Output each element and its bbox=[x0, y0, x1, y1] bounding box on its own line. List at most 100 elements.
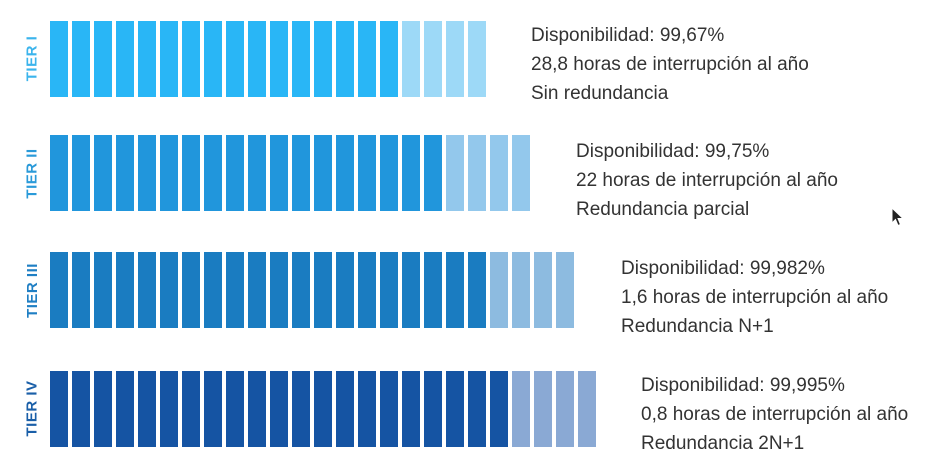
tier-info-3: Disponibilidad: 99,982% 1,6 horas de int… bbox=[621, 254, 888, 341]
bar-segment-filled bbox=[292, 21, 310, 97]
bar-segment-filled bbox=[50, 135, 68, 211]
downtime-text: 22 horas de interrupción al año bbox=[576, 170, 838, 191]
bar-segment-empty bbox=[534, 252, 552, 328]
bar-segment-filled bbox=[116, 135, 134, 211]
bar-segment-filled bbox=[424, 371, 442, 447]
bar-segment-filled bbox=[248, 21, 266, 97]
bar-segment-empty bbox=[424, 21, 442, 97]
bar-segment-filled bbox=[50, 252, 68, 328]
bar-segment-filled bbox=[402, 135, 420, 211]
bar-segment-filled bbox=[72, 252, 90, 328]
availability-text: Disponibilidad: 99,995% bbox=[641, 375, 845, 396]
tier-label-3: TIER III bbox=[20, 250, 44, 330]
bar-segment-filled bbox=[160, 21, 178, 97]
bar-segment-filled bbox=[94, 135, 112, 211]
bar-segment-filled bbox=[270, 252, 288, 328]
bar-segment-filled bbox=[94, 371, 112, 447]
tier-label-4: TIER IV bbox=[20, 368, 44, 448]
bar-segment-filled bbox=[358, 135, 376, 211]
bar-segment-filled bbox=[380, 21, 398, 97]
bar-segment-filled bbox=[160, 252, 178, 328]
bar-segment-filled bbox=[248, 252, 266, 328]
tier-info-4: Disponibilidad: 99,995% 0,8 horas de int… bbox=[641, 371, 908, 458]
bar-segment-filled bbox=[270, 371, 288, 447]
bar-segment-filled bbox=[446, 371, 464, 447]
tier-row-3: TIER III Disponibilidad: 99,982% 1,6 hor… bbox=[0, 250, 948, 337]
bar-segment-empty bbox=[556, 252, 574, 328]
bar-segment-filled bbox=[446, 252, 464, 328]
tier-label-text: TIER IV bbox=[23, 379, 41, 437]
redundancy-text: Sin redundancia bbox=[531, 83, 669, 104]
bar-segment-filled bbox=[226, 21, 244, 97]
bar-segment-filled bbox=[182, 21, 200, 97]
bar-segment-filled bbox=[292, 252, 310, 328]
bar-segment-filled bbox=[248, 135, 266, 211]
bar-segment-filled bbox=[336, 21, 354, 97]
bar-segment-filled bbox=[380, 252, 398, 328]
bar-segment-filled bbox=[358, 252, 376, 328]
tier-row-4: TIER IV Disponibilidad: 99,995% 0,8 hora… bbox=[0, 368, 948, 454]
bar-segment-filled bbox=[402, 252, 420, 328]
tier-label-text: TIER II bbox=[23, 147, 41, 199]
bar-segment-filled bbox=[116, 252, 134, 328]
tier-info-1: Disponibilidad: 99,67% 28,8 horas de int… bbox=[531, 21, 809, 108]
tier-info-2: Disponibilidad: 99,75% 22 horas de inter… bbox=[576, 137, 838, 224]
bar-segment-filled bbox=[358, 21, 376, 97]
bar-segment-filled bbox=[226, 252, 244, 328]
redundancy-text: Redundancia 2N+1 bbox=[641, 433, 805, 454]
bar-segment-filled bbox=[116, 371, 134, 447]
bar-segment-filled bbox=[72, 135, 90, 211]
bar-segment-filled bbox=[182, 135, 200, 211]
tier-bar-1 bbox=[50, 21, 486, 97]
bar-segment-filled bbox=[270, 135, 288, 211]
bar-segment-filled bbox=[182, 252, 200, 328]
bar-segment-empty bbox=[512, 135, 530, 211]
bar-segment-filled bbox=[94, 252, 112, 328]
bar-segment-empty bbox=[490, 252, 508, 328]
bar-segment-filled bbox=[204, 252, 222, 328]
tier-bar-3 bbox=[50, 252, 574, 328]
bar-segment-filled bbox=[204, 21, 222, 97]
bar-segment-empty bbox=[468, 135, 486, 211]
bar-segment-empty bbox=[512, 252, 530, 328]
bar-segment-filled bbox=[138, 21, 156, 97]
bar-segment-empty bbox=[446, 21, 464, 97]
bar-segment-filled bbox=[72, 21, 90, 97]
bar-segment-filled bbox=[72, 371, 90, 447]
bar-segment-filled bbox=[314, 135, 332, 211]
bar-segment-filled bbox=[358, 371, 376, 447]
tier-row-2: TIER II Disponibilidad: 99,75% 22 horas … bbox=[0, 133, 948, 220]
tier-label-2: TIER II bbox=[20, 133, 44, 213]
bar-segment-filled bbox=[490, 371, 508, 447]
bar-segment-empty bbox=[446, 135, 464, 211]
tier-bar-2 bbox=[50, 135, 530, 211]
bar-segment-filled bbox=[380, 135, 398, 211]
bar-segment-filled bbox=[336, 371, 354, 447]
bar-segment-filled bbox=[336, 135, 354, 211]
bar-segment-filled bbox=[314, 21, 332, 97]
redundancy-text: Redundancia N+1 bbox=[621, 316, 774, 337]
bar-segment-filled bbox=[160, 135, 178, 211]
tier-label-text: TIER III bbox=[23, 262, 41, 318]
bar-segment-filled bbox=[424, 135, 442, 211]
bar-segment-filled bbox=[50, 371, 68, 447]
mouse-pointer-icon bbox=[891, 207, 905, 227]
downtime-text: 28,8 horas de interrupción al año bbox=[531, 54, 809, 75]
bar-segment-filled bbox=[336, 252, 354, 328]
tier-label-1: TIER I bbox=[20, 18, 44, 98]
bar-segment-filled bbox=[138, 252, 156, 328]
bar-segment-empty bbox=[556, 371, 574, 447]
bar-segment-empty bbox=[490, 135, 508, 211]
bar-segment-filled bbox=[226, 135, 244, 211]
bar-segment-filled bbox=[424, 252, 442, 328]
redundancy-text: Redundancia parcial bbox=[576, 199, 750, 220]
bar-segment-filled bbox=[226, 371, 244, 447]
availability-text: Disponibilidad: 99,67% bbox=[531, 25, 725, 46]
downtime-text: 1,6 horas de interrupción al año bbox=[621, 287, 889, 308]
bar-segment-filled bbox=[270, 21, 288, 97]
bar-segment-filled bbox=[204, 371, 222, 447]
bar-segment-filled bbox=[138, 371, 156, 447]
bar-segment-empty bbox=[402, 21, 420, 97]
bar-segment-filled bbox=[50, 21, 68, 97]
tier-row-1: TIER I Disponibilidad: 99,67% 28,8 horas… bbox=[0, 18, 948, 104]
